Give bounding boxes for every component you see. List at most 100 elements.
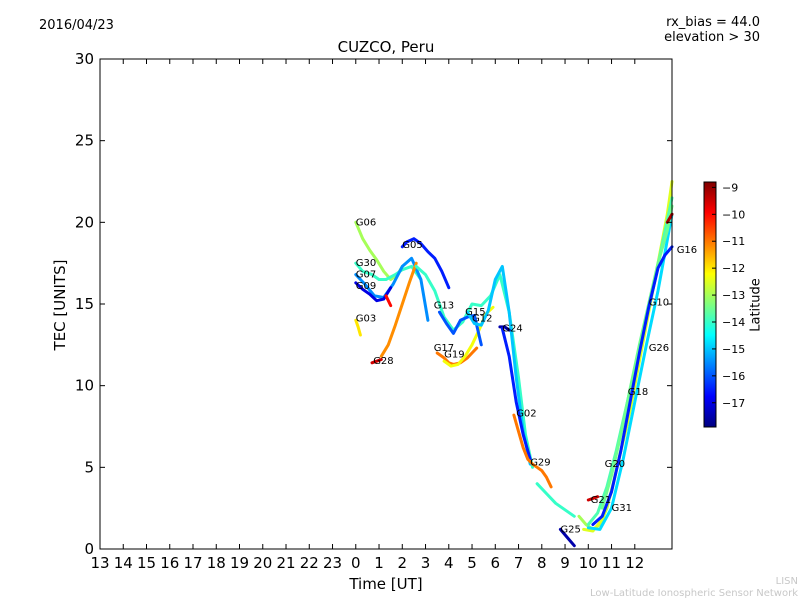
series-g28b [379, 261, 418, 358]
x-tick-label: 4 [444, 554, 454, 572]
series-g28c [384, 294, 393, 308]
prn-label-g03: G03 [356, 314, 376, 325]
x-tick-label: 20 [253, 554, 272, 572]
series-g28 [370, 358, 383, 365]
prn-label-g02: G02 [516, 408, 536, 419]
series-g26 [586, 212, 674, 531]
prn-label-g13: G13 [434, 301, 454, 312]
x-tick-label: 21 [276, 554, 295, 572]
colorbar-tick-label: −15 [722, 343, 745, 356]
x-tick-label: 16 [160, 554, 179, 572]
x-tick-label: 6 [491, 554, 501, 572]
x-tick-label: 18 [207, 554, 226, 572]
x-tick-label: 7 [514, 554, 524, 572]
x-tick-label: 14 [114, 554, 133, 572]
x-tick-label: 12 [625, 554, 644, 572]
y-tick-label: 10 [75, 377, 94, 395]
x-tick-label: 9 [560, 554, 570, 572]
x-tick-label: 8 [537, 554, 547, 572]
colorbar-tick-label: −17 [722, 397, 745, 410]
prn-label-g29: G29 [530, 457, 550, 468]
series-g03 [354, 318, 362, 337]
x-axis-label: Time [UT] [349, 575, 423, 593]
colorbar-tick-label: −16 [722, 370, 745, 383]
prn-label-g19: G19 [444, 350, 464, 361]
series-g30 [354, 261, 423, 281]
x-tick-label: 10 [579, 554, 598, 572]
colorbar-label: Latitude [748, 278, 764, 332]
y-tick-label: 20 [75, 213, 94, 231]
colorbar-tick-label: −10 [722, 208, 745, 221]
series-g05 [400, 237, 451, 290]
x-tick-label: 22 [300, 554, 319, 572]
y-tick-label: 15 [75, 295, 94, 313]
prn-label-g21: G21 [591, 495, 611, 506]
y-axis: 0 5 10 15 20 25 30 [75, 50, 672, 558]
prn-label-g28: G28 [373, 356, 393, 367]
series-g10 [600, 204, 674, 510]
series-g02 [500, 327, 532, 461]
latitude-colorbar [703, 181, 717, 428]
x-tick-label: 17 [183, 554, 202, 572]
prn-label-g16: G16 [677, 245, 697, 256]
prn-label-g18: G18 [628, 387, 648, 398]
prn-label-g15: G15 [465, 307, 485, 318]
y-tick-label: 5 [84, 458, 94, 476]
series-g16 [591, 245, 674, 526]
x-tick-label: 11 [602, 554, 621, 572]
x-tick-label: 2 [398, 554, 408, 572]
colorbar-ticks: −9 −10 −11 −12 −13 −14 −15 −16 −17 [712, 181, 745, 410]
colorbar-tick-label: −12 [722, 262, 745, 275]
x-tick-label: 5 [467, 554, 477, 572]
prn-label-g25: G25 [560, 524, 580, 535]
series-g24 [498, 325, 511, 332]
y-axis-label: TEC [UNITS] [51, 259, 69, 351]
prn-label-g10: G10 [649, 297, 669, 308]
x-tick-label: 1 [374, 554, 384, 572]
prn-label-g17: G17 [434, 343, 454, 354]
colorbar-tick-label: −13 [722, 289, 745, 302]
date-label: 2016/04/23 [39, 18, 114, 33]
prn-label-g12: G12 [472, 314, 492, 325]
prn-label-g09: G09 [356, 281, 376, 292]
series-g25b [558, 527, 576, 548]
x-tick-label: 23 [323, 554, 342, 572]
series-g18 [586, 196, 674, 526]
series-g29 [512, 413, 553, 489]
x-tick-label: 15 [137, 554, 156, 572]
series-g09 [354, 281, 393, 303]
series-g20 [582, 180, 674, 533]
colorbar-tick-label: −14 [722, 316, 745, 329]
y-tick-label: 0 [84, 540, 94, 558]
x-tick-label: 3 [421, 554, 431, 572]
y-tick-label: 25 [75, 132, 94, 150]
series-layer [354, 180, 674, 548]
x-tick-label: 19 [230, 554, 249, 572]
prn-label-g26: G26 [649, 343, 669, 354]
series-g15 [438, 310, 483, 347]
prn-label-g31: G31 [612, 503, 632, 514]
series-g21 [586, 495, 600, 502]
x-axis: 13 14 15 16 17 18 19 20 21 22 23 0 1 2 3 4 5 6 7 8 9 10 11 12 [90, 59, 644, 572]
x-tick-label: 13 [90, 554, 109, 572]
rx-bias-label: rx_bias = 44.0 [666, 15, 760, 30]
series-g07 [354, 256, 430, 322]
prn-label-g30: G30 [356, 258, 376, 269]
chart-title: CUZCO, Peru [337, 38, 435, 56]
series-g13 [414, 264, 534, 469]
prn-label-g07: G07 [356, 270, 376, 281]
settings-info: rx_bias = 44.0 elevation > 30 [664, 15, 760, 45]
series-g16r [665, 212, 674, 224]
credit-short: LISN [775, 576, 798, 587]
series-g25 [535, 482, 576, 518]
credit-long: Low-Latitude Ionospheric Sensor Network [590, 588, 798, 599]
series-g12 [465, 264, 532, 466]
colorbar-tick-label: −9 [722, 181, 738, 194]
plot-frame [99, 58, 673, 550]
prn-label-g20: G20 [605, 459, 625, 470]
elevation-label: elevation > 30 [664, 30, 760, 45]
x-tick-label: 0 [351, 554, 361, 572]
colorbar-tick-label: −11 [722, 235, 745, 248]
